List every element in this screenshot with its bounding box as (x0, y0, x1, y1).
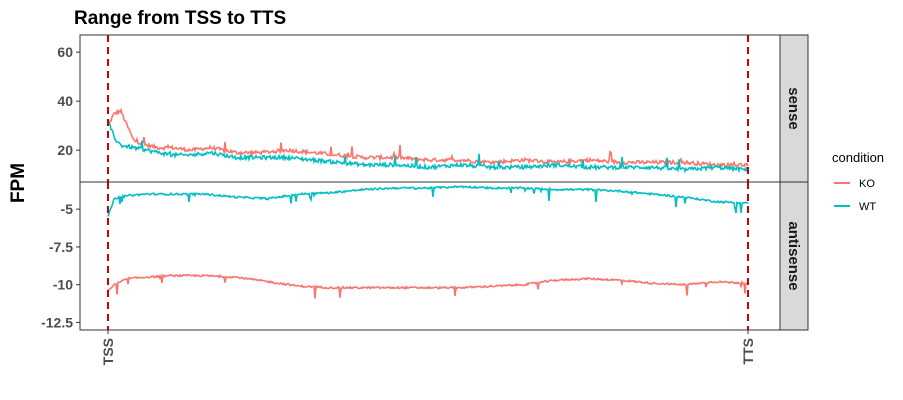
strip-label: sense (785, 87, 802, 130)
series-line-ko (107, 107, 749, 169)
legend-label-ko: KO (859, 178, 875, 190)
panel-background (80, 182, 780, 330)
strip-antisense: antisense (779, 181, 809, 331)
panel-sense: 20 40 60 (57, 34, 781, 183)
x-tick-label-tts: TTS (740, 338, 756, 364)
strip-background (779, 34, 809, 183)
series-line-wt (107, 118, 749, 174)
y-tick-label: -5 (61, 201, 74, 217)
y-tick-label: 60 (57, 44, 73, 60)
strip-label: antisense (785, 221, 802, 290)
chart-title: Range from TSS to TTS (74, 8, 286, 29)
x-tick-label-tss: TSS (100, 338, 116, 365)
legend-title: condition (832, 150, 884, 165)
series-line-ko (107, 273, 749, 299)
legend-label-wt: WT (859, 201, 876, 213)
panel-background (80, 35, 780, 182)
y-tick-label: -7.5 (49, 239, 73, 255)
panel-antisense: -12.5 -10 -7.5 -5 (41, 181, 781, 331)
strip-background (779, 181, 809, 331)
y-tick-label: 20 (57, 142, 73, 158)
y-tick-label: -12.5 (41, 314, 73, 330)
y-axis-title: FPM (8, 163, 29, 203)
strip-sense: sense (779, 34, 809, 183)
series-line-wt (107, 184, 749, 217)
legend: condition KO WT (832, 150, 884, 213)
y-tick-label: 40 (57, 93, 73, 109)
y-tick-label: -10 (53, 277, 73, 293)
